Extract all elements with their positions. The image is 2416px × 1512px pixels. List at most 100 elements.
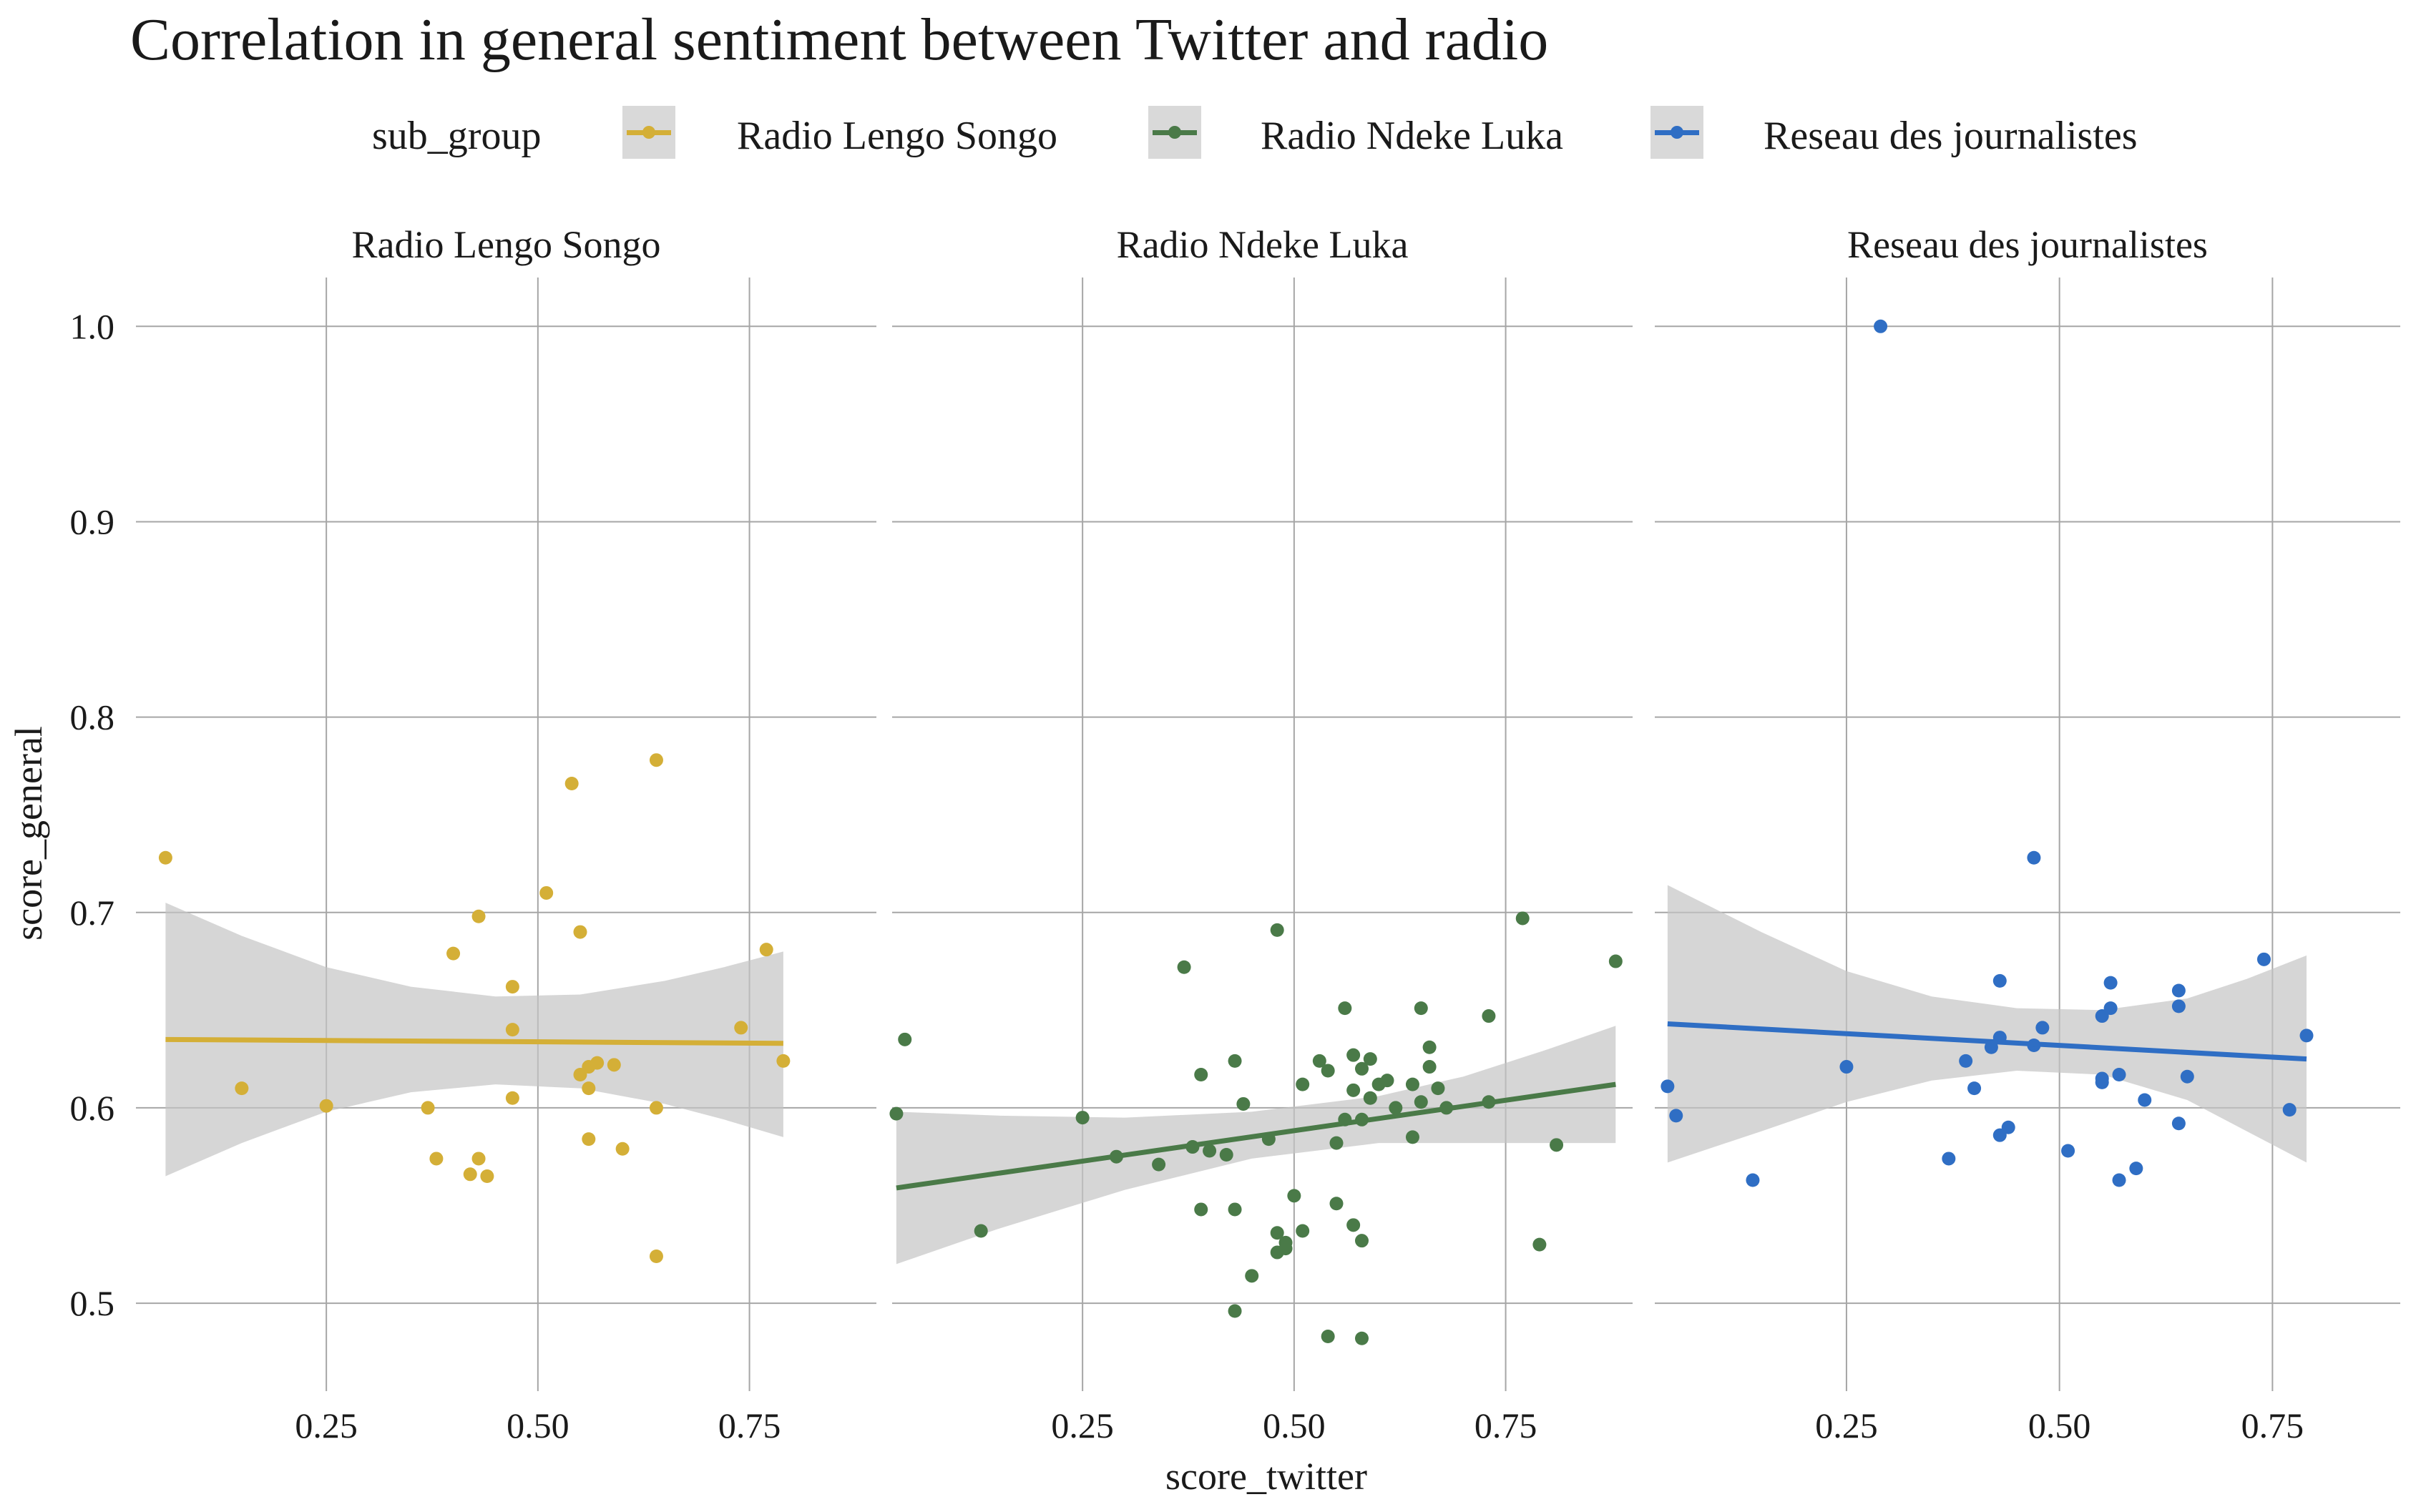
regression-line-radio-lengo-songo (165, 1036, 783, 1046)
data-point (480, 1169, 494, 1184)
y-tick-label: 1.0 (70, 306, 115, 346)
y-tick-label: 0.8 (70, 697, 115, 737)
data-point (2095, 1071, 2109, 1086)
data-point (2103, 976, 2118, 990)
data-point (2256, 952, 2271, 966)
data-point (1287, 1189, 1301, 1203)
x-tick-label: 0.25 (1815, 1405, 1878, 1445)
data-point (1194, 1202, 1208, 1217)
data-point (1296, 1077, 1310, 1091)
data-point (1329, 1197, 1344, 1211)
data-point (1405, 1130, 1419, 1144)
data-point (898, 1032, 912, 1046)
x-tick-label: 0.75 (1474, 1405, 1537, 1445)
data-point (582, 1081, 596, 1096)
data-point (2112, 1067, 2126, 1081)
data-point (573, 925, 587, 939)
data-point (2171, 1116, 2186, 1131)
data-point (1346, 1083, 1361, 1097)
data-point (1669, 1109, 1683, 1123)
x-tick-label: 0.50 (1263, 1405, 1326, 1445)
chart-title: Correlation in general sentiment between… (130, 6, 1549, 73)
x-tick-label: 0.75 (2241, 1405, 2304, 1445)
legend-key-reseau-des-journalistes (1650, 106, 1703, 159)
data-point (1389, 1101, 1403, 1115)
data-point (1346, 1048, 1361, 1062)
data-point (2061, 1144, 2075, 1158)
data-point (1346, 1218, 1361, 1232)
data-point (1354, 1331, 1369, 1345)
legend-label-radio-ndeke-luka: Radio Ndeke Luka (1261, 114, 1563, 158)
data-point (505, 1091, 519, 1105)
data-point (2138, 1093, 2152, 1107)
data-point (1992, 973, 2007, 988)
data-point (2103, 1001, 2118, 1016)
data-point (2129, 1162, 2143, 1176)
confidence-band-reseau-des-journalistes (1667, 885, 2307, 1163)
data-point (1405, 1077, 1419, 1091)
legend-label-reseau-des-journalistes: Reseau des journalistes (1764, 114, 2138, 158)
data-point (1414, 1095, 1428, 1109)
x-tick-label: 0.25 (1051, 1405, 1114, 1445)
data-point (2112, 1173, 2126, 1187)
regression-line-reseau-des-journalistes (1667, 1021, 2307, 1062)
legend-key-radio-ndeke-luka (1148, 106, 1201, 159)
data-point (1515, 911, 1530, 926)
data-point (1194, 1067, 1208, 1081)
data-point (2035, 1021, 2050, 1035)
data-point (463, 1167, 477, 1182)
data-point (1245, 1269, 1259, 1283)
data-point (1482, 1009, 1496, 1023)
data-point (505, 1023, 519, 1037)
data-point (2001, 1120, 2015, 1134)
data-point (1321, 1330, 1335, 1344)
data-point (1270, 923, 1284, 937)
legend-title: sub_group (372, 114, 542, 158)
y-axis-title: score_general (7, 726, 50, 941)
data-point (2171, 999, 2186, 1013)
y-tick-label: 0.9 (70, 501, 115, 541)
data-point (235, 1081, 249, 1096)
data-point (2180, 1069, 2194, 1084)
facet-title-radio-ndeke-luka: Radio Ndeke Luka (1117, 223, 1409, 266)
data-point (1380, 1074, 1394, 1088)
data-point (1422, 1060, 1437, 1074)
data-point (446, 946, 461, 961)
data-point (1312, 1054, 1326, 1068)
data-point (734, 1021, 748, 1035)
regression-line-radio-ndeke-luka (896, 1081, 1616, 1191)
data-point (1296, 1224, 1310, 1238)
x-tick-label: 0.50 (507, 1405, 569, 1445)
y-tick-label: 0.5 (70, 1283, 115, 1323)
data-point (776, 1054, 791, 1068)
legend-label-radio-lengo-songo: Radio Lengo Songo (737, 114, 1057, 158)
data-point (607, 1058, 621, 1072)
data-point (1329, 1136, 1344, 1150)
data-point (974, 1224, 988, 1238)
x-axis-title: score_twitter (1165, 1455, 1367, 1498)
data-point (759, 943, 773, 957)
x-tick-label: 0.75 (718, 1405, 781, 1445)
x-tick-label: 0.25 (295, 1405, 358, 1445)
data-point (1075, 1111, 1090, 1125)
facet-title-reseau-des-journalistes: Reseau des journalistes (1847, 223, 2208, 266)
y-tick-label: 0.7 (70, 893, 115, 933)
data-point (471, 909, 486, 923)
data-point (1363, 1091, 1377, 1105)
data-point (889, 1106, 904, 1121)
data-point (1236, 1096, 1251, 1111)
data-point (1431, 1081, 1445, 1096)
data-point (1839, 1060, 1854, 1074)
data-point (2027, 850, 2041, 865)
data-point (582, 1132, 596, 1147)
data-point (2282, 1103, 2297, 1117)
data-point (505, 980, 519, 994)
data-point (1278, 1242, 1293, 1256)
data-point (2171, 983, 2186, 998)
data-point (1661, 1079, 1675, 1094)
data-point (1228, 1304, 1242, 1318)
data-point (615, 1142, 630, 1156)
data-point (1338, 1001, 1352, 1016)
legend: sub_group Radio Lengo Songo Radio Ndeke … (0, 106, 2416, 166)
